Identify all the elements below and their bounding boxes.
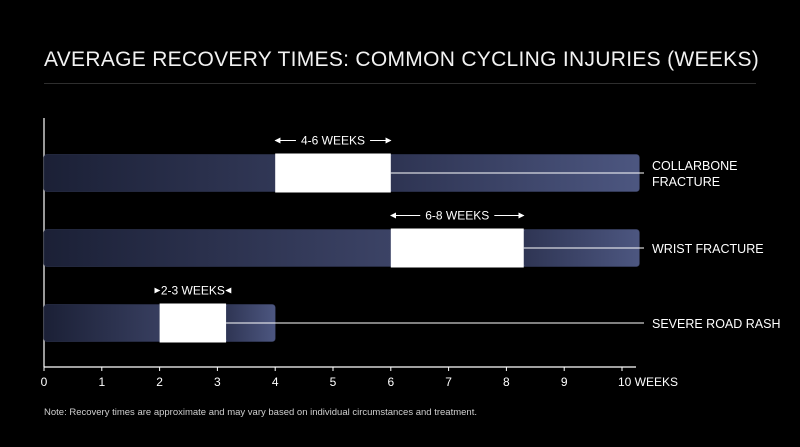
range-label: 4-6 WEEKS <box>301 134 365 148</box>
chart-title: AVERAGE RECOVERY TIMES: COMMON CYCLING I… <box>44 48 760 71</box>
x-tick-label: 4 <box>272 375 279 389</box>
category-label: FRACTURE <box>652 175 720 189</box>
x-tick-label: 6 <box>387 375 394 389</box>
category-label: COLLARBONE <box>652 159 737 173</box>
title-divider <box>44 83 756 84</box>
range-label: 6-8 WEEKS <box>425 209 489 223</box>
range-label: 2-3 WEEKS <box>161 284 225 298</box>
bars: 4-6 WEEKS COLLARBONE FRACTURE 6-8 WEEKS WRIS… <box>43 134 781 343</box>
x-tick-label: 2 <box>156 375 163 389</box>
range-highlight <box>159 303 227 343</box>
footnote: Note: Recovery times are approximate and… <box>44 407 477 418</box>
x-tick-label: 5 <box>330 375 337 389</box>
x-tick-label: 10 WEEKS <box>618 375 678 389</box>
range-highlight <box>275 153 391 193</box>
category-label: WRIST FRACTURE <box>652 242 764 256</box>
x-tick-label: 7 <box>445 375 452 389</box>
x-tick-label: 9 <box>561 375 568 389</box>
x-tick-label: 0 <box>41 375 48 389</box>
category-label: SEVERE ROAD RASH <box>652 317 781 331</box>
range-highlight <box>390 228 524 268</box>
x-tick-label: 1 <box>98 375 105 389</box>
x-tick-label: 3 <box>214 375 221 389</box>
x-tick-label: 8 <box>503 375 510 389</box>
